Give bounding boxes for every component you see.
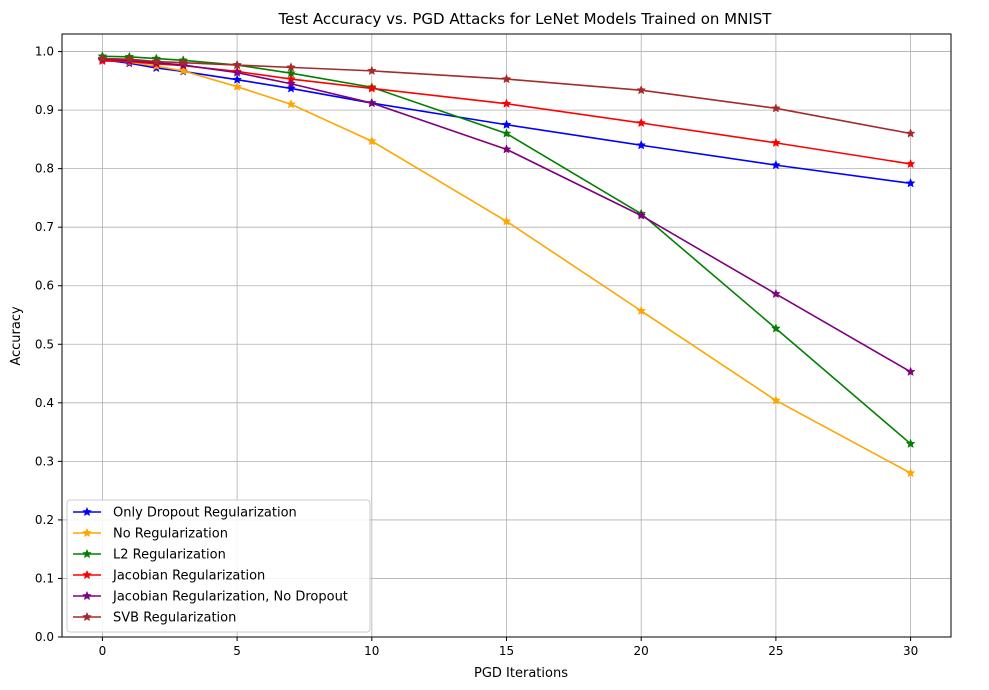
series-lines <box>97 51 916 478</box>
data-point <box>501 216 512 226</box>
x-tick-label: 25 <box>768 644 783 658</box>
data-point <box>366 83 377 93</box>
legend-box <box>66 499 371 633</box>
data-point <box>232 59 243 70</box>
y-tick-label: 0.0 <box>35 630 54 644</box>
data-point <box>232 81 243 91</box>
y-tick-label: 0.3 <box>35 454 54 468</box>
data-point <box>905 366 916 376</box>
legend-label: Jacobian Regularization, No Dropout <box>112 590 348 605</box>
data-point <box>178 65 189 76</box>
data-point <box>636 305 647 316</box>
x-tick-label: 30 <box>903 644 918 658</box>
y-tick-label: 0.4 <box>35 396 54 410</box>
legend-item: L2 Regularization <box>73 548 226 563</box>
data-point <box>286 62 296 72</box>
data-point <box>178 57 189 67</box>
data-point <box>636 210 647 220</box>
data-point <box>770 103 781 113</box>
data-point <box>636 117 647 128</box>
y-tick-label: 0.5 <box>35 337 54 351</box>
data-point <box>232 67 243 77</box>
x-tick-label: 0 <box>99 644 107 658</box>
data-point <box>905 128 916 138</box>
data-point <box>501 73 512 84</box>
data-point <box>286 83 296 93</box>
legend-item: No Regularization <box>73 527 228 542</box>
data-point <box>770 323 781 333</box>
legend-marker <box>82 527 92 538</box>
data-point <box>905 438 916 448</box>
data-point <box>366 97 377 108</box>
data-point <box>501 128 512 138</box>
data-point <box>97 53 108 63</box>
x-tick-label: 20 <box>634 644 649 658</box>
y-tick-label: 0.8 <box>35 162 54 176</box>
data-point <box>286 78 296 88</box>
data-point <box>366 135 377 146</box>
legend-marker <box>82 548 92 559</box>
data-point <box>124 54 135 64</box>
y-tick-label: 0.7 <box>35 220 54 234</box>
data-point <box>636 85 647 95</box>
x-axis-label: PGD Iterations <box>474 666 568 681</box>
legend-marker <box>82 590 92 601</box>
axes: 0 5 10 15 20 25 30 0.0 0.1 0.2 0.3 0.4 0.5 0.6 0.7 0.8 0… <box>35 33 952 658</box>
legend-label: Only Dropout Regularization <box>113 506 297 521</box>
y-tick-label: 0.9 <box>35 103 54 117</box>
data-point <box>501 144 512 154</box>
chart-title: Test Accuracy vs. PGD Attacks for LeNet … <box>278 10 773 28</box>
data-point <box>770 137 781 148</box>
legend-label: SVB Regularization <box>113 611 236 626</box>
x-tick-label: 15 <box>499 644 514 658</box>
legend-marker <box>82 506 92 517</box>
x-tick-label: 10 <box>364 644 379 658</box>
y-tick-label: 1.0 <box>35 45 54 59</box>
data-point <box>905 178 916 188</box>
data-point <box>905 158 916 169</box>
legend-label: No Regularization <box>113 527 228 542</box>
legend-item: Only Dropout Regularization <box>73 506 297 521</box>
data-point <box>905 467 916 478</box>
legend-marker <box>82 611 92 622</box>
data-point <box>501 98 512 108</box>
data-point <box>770 395 781 405</box>
data-point <box>770 288 781 299</box>
legend: Only Dropout Regularization No Regulariza… <box>66 499 371 633</box>
y-tick-label: 0.2 <box>35 513 54 527</box>
x-tick-label: 5 <box>233 644 241 658</box>
data-point <box>770 159 781 170</box>
legend-marker <box>82 569 92 580</box>
legend-item: SVB Regularization <box>73 611 236 626</box>
legend-item: Jacobian Regularization, No Dropout <box>73 590 348 605</box>
y-tick-label: 0.6 <box>35 279 54 293</box>
data-point <box>366 65 377 76</box>
series-5 <box>97 53 916 138</box>
y-tick-label: 0.1 <box>35 571 54 585</box>
data-point <box>636 140 647 150</box>
legend-label: L2 Regularization <box>113 548 226 563</box>
legend-label: Jacobian Regularization <box>112 569 265 584</box>
data-point <box>286 99 296 109</box>
data-point <box>151 56 162 66</box>
y-axis-label: Accuracy <box>9 306 24 366</box>
data-point <box>501 119 512 129</box>
legend-item: Jacobian Regularization <box>73 569 265 584</box>
